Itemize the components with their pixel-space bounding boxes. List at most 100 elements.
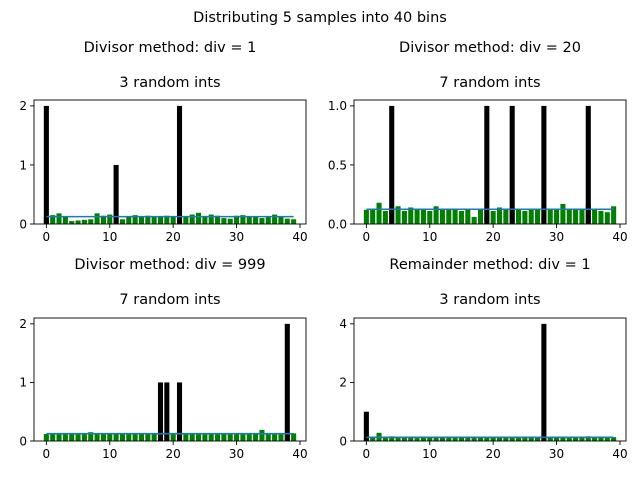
y-tick-label: 0.5: [328, 158, 347, 172]
expected-bar: [189, 433, 195, 441]
expected-bar: [604, 437, 610, 441]
x-tick-label: 40: [292, 230, 307, 244]
expected-bar: [189, 214, 195, 224]
expected-bar: [119, 219, 125, 224]
expected-bar: [382, 211, 388, 224]
count-bar: [541, 105, 547, 224]
expected-bar: [389, 436, 395, 441]
y-tick-label: 0: [19, 217, 27, 231]
expected-bar: [496, 437, 503, 441]
expected-bar: [465, 208, 471, 224]
expected-bar: [503, 436, 509, 441]
expected-bar: [132, 215, 138, 224]
x-tick-label: 20: [166, 447, 181, 461]
expected-bar: [439, 209, 445, 224]
expected-bar: [113, 433, 119, 441]
expected-bar: [253, 433, 259, 441]
expected-bar: [401, 436, 407, 441]
expected-bar: [272, 214, 278, 224]
expected-bar: [50, 433, 56, 441]
x-tick-label: 20: [486, 447, 501, 461]
expected-bar: [439, 437, 445, 441]
y-tick-label: 1: [19, 376, 27, 390]
y-tick-label: 2: [19, 99, 27, 113]
expected-bar: [484, 436, 490, 441]
expected-bar: [240, 215, 246, 224]
expected-bar: [240, 433, 246, 441]
expected-bar: [554, 437, 560, 441]
expected-bar: [119, 433, 125, 441]
expected-bar: [585, 436, 591, 441]
expected-bar: [69, 221, 75, 224]
expected-bar: [88, 219, 94, 224]
expected-bar: [56, 433, 62, 441]
x-tick-label: 40: [292, 447, 307, 461]
expected-bar: [94, 213, 100, 224]
expected-bar: [420, 437, 426, 441]
x-tick-label: 0: [43, 447, 51, 461]
expected-bar: [157, 216, 164, 224]
axes-frame: [33, 99, 307, 225]
x-tick-label: 20: [486, 230, 501, 244]
expected-bar: [234, 433, 240, 441]
expected-bar: [611, 437, 617, 441]
expected-bar: [522, 437, 528, 441]
expected-bar: [215, 215, 221, 224]
expected-bar: [598, 211, 604, 224]
expected-bar: [414, 438, 420, 441]
y-tick-label: 1.0: [328, 99, 347, 113]
count-bar: [176, 382, 183, 441]
subplot-title: 7 random ints: [439, 75, 540, 91]
expected-bar: [408, 207, 414, 224]
x-tick-label: 10: [102, 447, 117, 461]
expected-bar: [126, 216, 132, 224]
expected-bar: [433, 437, 439, 441]
expected-bar: [477, 437, 484, 441]
expected-bar: [56, 213, 62, 224]
expected-bar: [547, 437, 553, 441]
expected-bar: [528, 437, 534, 441]
x-tick-label: 0: [363, 447, 371, 461]
count-bar: [157, 382, 164, 441]
expected-bar: [107, 214, 113, 224]
y-tick-label: 0: [19, 434, 27, 448]
expected-bar: [592, 209, 598, 224]
expected-bar: [573, 209, 579, 224]
expected-bar: [291, 433, 297, 441]
expected-bar: [75, 220, 81, 224]
expected-bar: [446, 437, 452, 441]
expected-bar: [195, 212, 202, 224]
expected-bar: [509, 437, 515, 441]
expected-bar: [126, 433, 132, 441]
expected-bar: [221, 433, 227, 441]
subplot-suptitle: Divisor method: div = 20: [399, 40, 581, 56]
subplot-3: Divisor method: div = 999 7 random ints 0 1…: [19, 257, 307, 461]
expected-bar: [490, 211, 496, 224]
expected-bar: [528, 208, 534, 224]
expected-bar: [408, 437, 414, 441]
expected-bar: [573, 436, 579, 441]
x-tick-label: 10: [422, 447, 437, 461]
expected-bar: [284, 218, 290, 224]
expected-bar: [132, 433, 138, 441]
expected-bar: [503, 209, 509, 224]
expected-bar: [227, 433, 233, 441]
subplot-2: Divisor method: div = 20 7 random ints 0 10…: [328, 40, 628, 244]
expected-bar: [94, 433, 100, 441]
expected-bar: [259, 218, 265, 224]
expected-bar: [566, 437, 572, 441]
expected-bar: [560, 203, 566, 224]
y-tick-label: 2: [19, 317, 27, 331]
expected-bar: [278, 433, 284, 441]
count-bar: [284, 323, 290, 441]
expected-bar: [452, 437, 458, 441]
expected-bar: [170, 216, 176, 224]
x-tick-label: 30: [229, 230, 244, 244]
expected-bar: [265, 216, 271, 224]
count-bar: [176, 105, 183, 224]
expected-bar: [253, 216, 259, 224]
axes-frame: [353, 99, 627, 225]
expected-bar: [452, 209, 458, 224]
